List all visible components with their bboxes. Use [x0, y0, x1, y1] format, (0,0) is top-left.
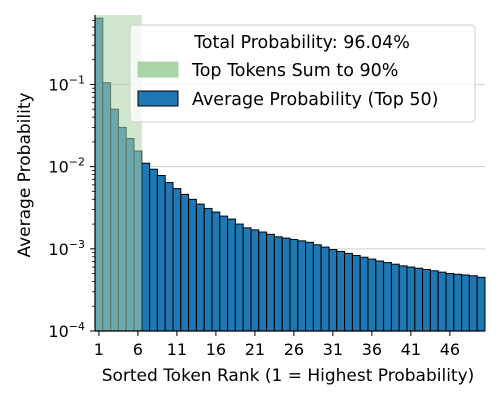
bar-rank-45: [437, 271, 447, 332]
bar-rank-16: [211, 211, 221, 332]
y-tick-label: 10−2: [48, 156, 85, 177]
y-tick-label: 10−1: [48, 73, 85, 94]
bar-rank-34: [351, 254, 361, 332]
x-tick-label: 16: [206, 340, 226, 359]
bar-rank-43: [422, 269, 431, 332]
bar-rank-48: [461, 274, 470, 332]
bar-rank-11: [172, 188, 182, 332]
legend: Total Probability: 96.04% Top Tokens Sum…: [129, 24, 476, 123]
bar-rank-36: [367, 258, 377, 332]
bar-rank-17: [219, 215, 229, 332]
bar-rank-46: [445, 273, 455, 332]
x-tick-label: 36: [362, 340, 382, 359]
bar-rank-27: [297, 240, 307, 332]
bar-rank-13: [188, 198, 197, 332]
bar-rank-44: [429, 270, 439, 332]
legend-frame: [129, 24, 476, 123]
bar-rank-41: [406, 266, 416, 332]
bar-rank-30: [320, 246, 330, 332]
bar-rank-28: [305, 241, 314, 332]
axes: [94, 15, 485, 332]
y-tick-label: 10−4: [48, 320, 85, 341]
bar-rank-47: [453, 273, 463, 332]
bar-rank-37: [375, 260, 385, 332]
bar-rank-49: [468, 275, 478, 332]
y-tick-label: 10−3: [48, 238, 85, 259]
bar-rank-10: [164, 182, 174, 332]
x-tick-label: 11: [167, 340, 187, 359]
bar-rank-24: [273, 236, 283, 332]
x-tick-label: 1: [94, 340, 104, 359]
bar-rank-7: [141, 162, 151, 332]
bar-rank-19: [234, 223, 244, 332]
x-tick-label: 31: [323, 340, 343, 359]
bar-rank-40: [398, 265, 408, 332]
legend-label-average-probability: Average Probability (Top 50): [192, 90, 439, 110]
x-tick-label: 46: [440, 340, 460, 359]
legend-swatch-top-tokens: [137, 61, 179, 78]
bar-rank-38: [383, 262, 392, 332]
x-tick-label: 41: [401, 340, 421, 359]
legend-swatch-average-probability: [137, 90, 179, 107]
legend-title: Total Probability: 96.04%: [193, 33, 410, 53]
bar-rank-18: [227, 218, 236, 332]
y-axis-label: Average Probability: [15, 92, 35, 257]
bar-rank-26: [289, 238, 299, 332]
bar-rank-15: [203, 207, 213, 332]
x-tick-label: 6: [133, 340, 143, 359]
bar-rank-25: [281, 237, 291, 332]
x-tick-label: 21: [245, 340, 265, 359]
bar-rank-29: [312, 244, 322, 332]
x-tick-label: 26: [284, 340, 304, 359]
x-axis-label: Sorted Token Rank (1 = Highest Probabili…: [102, 366, 475, 386]
bar-rank-31: [328, 249, 338, 332]
x-axis-ticks: 1 6 11 16 21 26 31 36 41 46: [94, 331, 460, 359]
bar-rank-39: [390, 263, 400, 332]
bar-rank-21: [250, 229, 260, 332]
bar-rank-35: [359, 256, 369, 332]
bar-rank-50: [476, 276, 486, 332]
bar-rank-32: [336, 250, 346, 332]
y-axis-ticks: 10−4 10−3 10−2 10−1: [48, 20, 95, 341]
bar-rank-23: [266, 233, 275, 332]
bar-rank-12: [180, 193, 190, 332]
bar-rank-20: [242, 227, 252, 332]
bar-rank-9: [156, 175, 166, 332]
bar-rank-14: [195, 203, 205, 332]
bar-rank-42: [414, 267, 424, 332]
bar-rank-22: [258, 231, 268, 332]
legend-label-top-tokens: Top Tokens Sum to 90%: [191, 61, 398, 81]
bar-rank-8: [149, 168, 158, 332]
bar-rank-33: [344, 252, 353, 332]
